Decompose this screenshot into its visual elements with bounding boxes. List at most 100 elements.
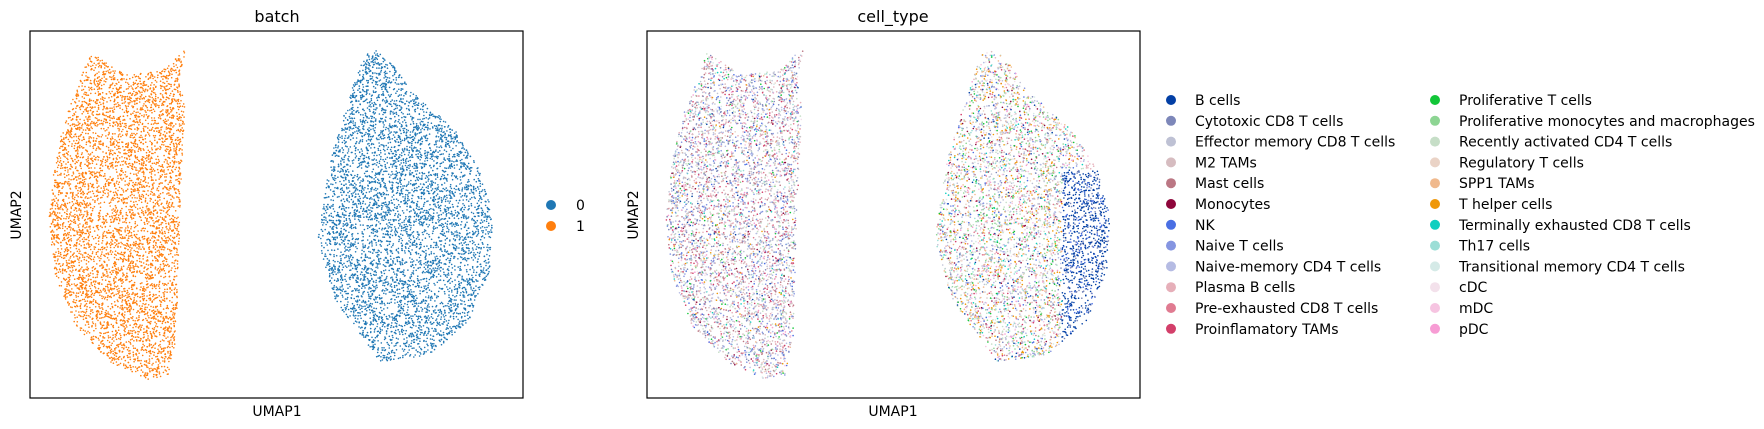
- scatter-point: [142, 108, 144, 111]
- scatter-point: [161, 365, 163, 368]
- scatter-point: [166, 67, 169, 70]
- scatter-point: [158, 331, 161, 334]
- scatter-point: [120, 168, 123, 170]
- scatter-point: [102, 112, 104, 114]
- scatter-point: [179, 204, 181, 207]
- scatter-point: [170, 121, 172, 124]
- scatter-point: [125, 234, 128, 237]
- scatter-point: [54, 169, 56, 172]
- scatter-point: [179, 140, 182, 143]
- scatter-point: [53, 243, 55, 245]
- scatter-point: [104, 332, 107, 334]
- scatter-point: [67, 117, 70, 119]
- scatter-point: [171, 267, 173, 269]
- scatter-point: [166, 317, 168, 319]
- scatter-point: [73, 256, 75, 258]
- scatter-point: [72, 203, 75, 205]
- scatter-point: [108, 153, 111, 156]
- scatter-point: [98, 339, 100, 341]
- scatter-point: [176, 289, 178, 291]
- scatter-point: [107, 146, 110, 149]
- scatter-point: [65, 255, 67, 257]
- scatter-point: [142, 84, 144, 87]
- scatter-point: [150, 75, 152, 77]
- scatter-point: [100, 291, 103, 293]
- scatter-point: [133, 132, 135, 135]
- scatter-point: [156, 71, 158, 73]
- scatter-point: [75, 268, 77, 271]
- scatter-point: [77, 159, 80, 162]
- scatter-point: [117, 175, 119, 177]
- scatter-point: [137, 237, 139, 240]
- scatter-point: [177, 129, 180, 132]
- scatter-point: [102, 215, 104, 218]
- scatter-point: [166, 298, 168, 300]
- scatter-point: [153, 246, 155, 248]
- scatter-point: [122, 115, 125, 117]
- scatter-point: [71, 215, 73, 217]
- scatter-point: [156, 130, 158, 132]
- scatter-point: [105, 315, 107, 318]
- scatter-point: [51, 234, 54, 236]
- scatter-point: [95, 172, 97, 175]
- scatter-point: [129, 172, 132, 175]
- scatter-point: [158, 160, 160, 162]
- scatter-point: [134, 142, 136, 145]
- scatter-point: [93, 329, 95, 332]
- scatter-point: [92, 276, 94, 279]
- scatter-point: [171, 256, 174, 258]
- scatter-point: [103, 187, 105, 189]
- scatter-point: [83, 311, 85, 314]
- scatter-point: [156, 325, 159, 328]
- scatter-point: [137, 359, 139, 362]
- scatter-point: [131, 134, 134, 137]
- scatter-point: [172, 156, 174, 158]
- scatter-point: [139, 296, 142, 298]
- scatter-point: [89, 254, 91, 257]
- scatter-point: [48, 215, 51, 218]
- scatter-point: [161, 254, 164, 256]
- scatter-point: [113, 108, 116, 110]
- scatter-point: [106, 160, 108, 163]
- scatter-point: [183, 56, 185, 58]
- scatter-point: [105, 111, 108, 114]
- scatter-point: [118, 81, 120, 83]
- scatter-point: [139, 308, 142, 311]
- scatter-point: [82, 256, 84, 258]
- scatter-points: [48, 50, 493, 380]
- scatter-point: [145, 114, 148, 116]
- scatter-point: [62, 225, 64, 227]
- scatter-point: [162, 75, 164, 78]
- scatter-point: [181, 120, 184, 123]
- scatter-point: [147, 315, 149, 317]
- scatter-point: [175, 152, 178, 155]
- scatter-point: [106, 231, 108, 233]
- scatter-point: [109, 276, 111, 279]
- scatter-point: [178, 190, 180, 193]
- scatter-point: [179, 102, 181, 105]
- scatter-point: [134, 265, 137, 267]
- scatter-point: [176, 103, 179, 105]
- scatter-point: [128, 264, 130, 267]
- scatter-point: [159, 209, 161, 211]
- scatter-point: [139, 107, 142, 109]
- scatter-point: [151, 263, 153, 265]
- scatter-point: [78, 178, 80, 180]
- scatter-point: [155, 179, 157, 181]
- scatter-point: [169, 206, 171, 208]
- scatter-point: [158, 204, 160, 207]
- scatter-point: [119, 125, 121, 128]
- scatter-point: [147, 337, 149, 340]
- scatter-point: [165, 126, 168, 128]
- scatter-point: [66, 166, 68, 169]
- scatter-point: [172, 316, 175, 318]
- scatter-point: [132, 211, 134, 214]
- scatter-point: [163, 219, 165, 221]
- scatter-point: [117, 258, 120, 261]
- scatter-point: [96, 176, 99, 178]
- scatter-point: [158, 295, 160, 297]
- scatter-point: [78, 261, 80, 264]
- scatter-point: [77, 204, 80, 207]
- scatter-point: [84, 163, 86, 166]
- scatter-point: [106, 270, 108, 273]
